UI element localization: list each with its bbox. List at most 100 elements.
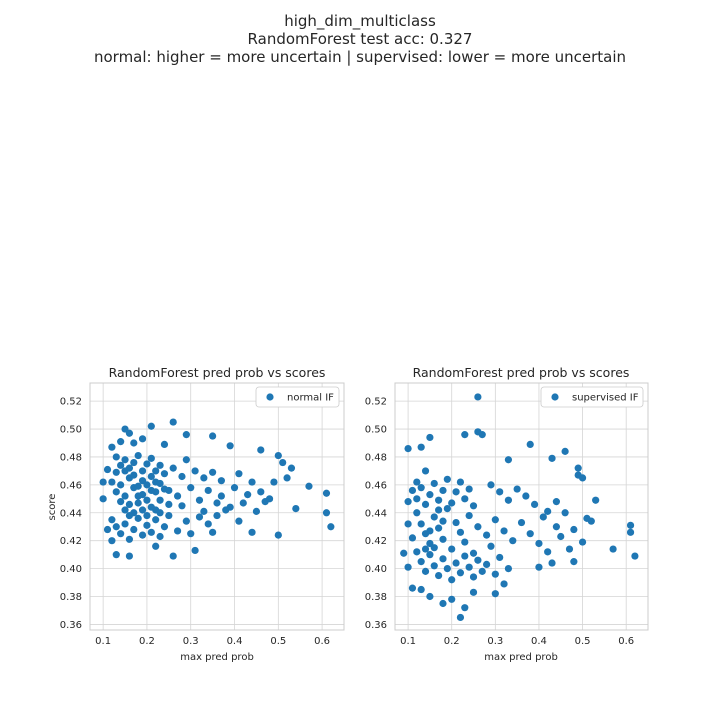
scatter-point [134,482,142,490]
scatter-point [252,507,261,515]
scatter-point [248,478,256,486]
scatter-point [574,464,582,472]
scatter-point [156,496,164,504]
scatter-point [552,523,560,531]
scatter-point [112,453,120,461]
grid [395,383,648,630]
scatter-point [474,393,482,401]
y-tick-label: 0.40 [365,564,387,575]
scatter-point [496,488,504,496]
scatter-point [125,500,134,509]
scatter-point [469,502,478,510]
scatter-point [147,528,155,536]
scatter-point [417,585,425,594]
scatter-point [522,492,530,500]
x-tick-label: 0.4 [227,636,243,647]
scatter-point [478,567,486,575]
y-tick-label: 0.36 [60,620,82,631]
scatter-point [565,545,574,553]
scatter-point [200,507,208,515]
scatter-point [509,537,517,545]
chart-title: RandomForest pred prob vs scores [109,365,326,380]
scatter-point [404,563,412,571]
scatter-point [173,492,182,500]
scatter-point [461,538,469,546]
scatter-point [143,496,151,504]
scatter-point [156,461,164,469]
scatter-point [430,544,438,552]
scatter-point [456,613,465,622]
y-tick-label: 0.50 [365,425,387,436]
scatter-point [152,467,160,475]
scatter-point [226,442,234,450]
scatter-point [112,488,120,496]
tick-labels: 0.1 0.2 0.3 0.4 0.5 0.6 0.36 0.38 0.40 0.42 0.44 0.… [365,397,634,647]
scatter-point [165,500,173,509]
scatter-point [578,538,587,546]
scatter-point [469,573,478,581]
scatter-point [504,564,513,573]
scatter-point [230,484,239,492]
scatter-point [513,485,521,493]
scatter-point [182,517,190,525]
scatter-point [426,551,434,559]
scatter-point [270,478,278,486]
scatter-points [400,393,639,622]
scatter-point [430,562,438,570]
scatter-point [160,523,169,531]
legend-box [540,386,644,408]
scatter-point [570,558,578,566]
scatter-point [421,545,430,553]
scatter-point [439,486,447,495]
scatter-point [417,520,425,528]
scatter-point [169,464,177,472]
scatter-point [209,468,217,476]
scatter-point [187,530,195,538]
scatter-point [404,520,412,528]
scatter-point [435,506,443,514]
scatter-point [125,552,134,560]
scatter-point [160,440,169,449]
y-axis-label: score [360,494,361,521]
scatter-point [209,432,217,440]
scatter-point [552,498,560,506]
scatter-point [147,454,155,462]
scatter-point [239,499,247,507]
scatter-point [500,527,508,535]
scatter-point [130,525,138,534]
scatter-point [456,478,465,486]
scatter-point [112,523,120,531]
scatter-point [217,492,225,500]
y-tick-label: 0.44 [365,508,387,519]
plot-frame [89,382,345,631]
scatter-point [274,531,282,539]
scatter-point [413,509,421,517]
scatter-point [147,422,155,430]
scatter-point [435,524,443,532]
y-tick-label: 0.48 [365,452,387,463]
scatter-point [134,451,142,460]
scatter-point [108,478,116,486]
scatter-point [526,440,534,449]
scatter-point [408,534,417,542]
legend-label: normal IF [287,393,334,404]
scatter-point [530,500,539,509]
scatter-point [213,511,221,520]
scatter-point [539,513,547,521]
y-tick-label: 0.42 [60,536,82,547]
x-tick-label: 0.6 [618,636,634,647]
scatter-point [292,504,300,513]
scatter-point [121,492,129,500]
scatter-point [169,552,177,560]
scatter-point [156,479,164,488]
scatter-point [165,511,173,520]
scatter-point [404,498,412,506]
scatter-point [327,523,335,531]
scatter-point [491,570,499,578]
x-tick-label: 0.5 [575,636,591,647]
scatter-point [209,528,217,536]
scatter-point [483,531,491,539]
scatter-point [430,513,438,521]
scatter-point [125,429,134,437]
scatter-point [504,496,513,504]
